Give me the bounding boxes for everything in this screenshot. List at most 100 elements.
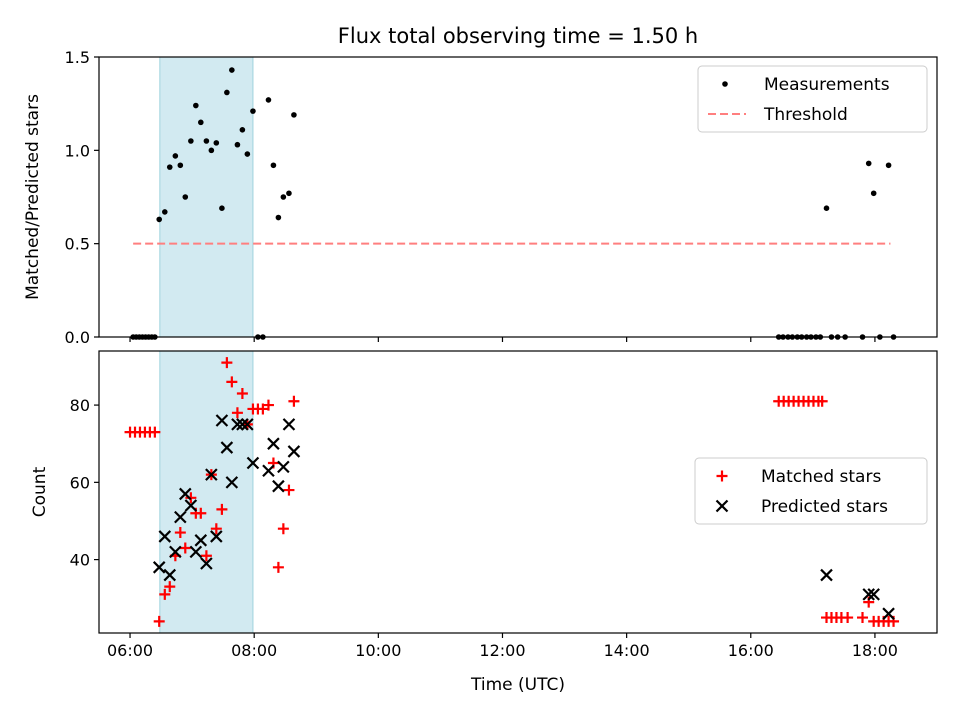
data-point xyxy=(262,399,274,411)
axes-frame xyxy=(98,56,938,338)
x-tick-label: 10:00 xyxy=(355,641,401,660)
x-axis-label: Time (UTC) xyxy=(470,675,565,695)
data-point xyxy=(189,545,203,559)
bottom-plot: 06:00 08:00 10:00 12:00 14:00 16:00 18:00 40 60 8… xyxy=(30,350,938,695)
data-point xyxy=(210,523,222,535)
data-point xyxy=(291,112,297,118)
series-matched-stars xyxy=(124,357,900,627)
data-point xyxy=(174,510,187,524)
x-tick-label: 18:00 xyxy=(852,641,898,660)
data-point xyxy=(188,138,194,144)
data-point xyxy=(216,503,228,515)
series-predicted-stars xyxy=(152,414,895,620)
data-point xyxy=(275,214,282,221)
data-point xyxy=(239,127,246,133)
data-point xyxy=(277,460,290,474)
data-point xyxy=(277,523,289,535)
legend-label: Measurements xyxy=(764,75,890,95)
y-tick-label: 0.5 xyxy=(65,235,90,254)
observing-window-span xyxy=(159,56,254,338)
data-point xyxy=(224,89,230,96)
data-point xyxy=(234,141,241,148)
data-point xyxy=(842,612,854,624)
data-point xyxy=(200,557,213,570)
data-point xyxy=(194,534,208,547)
data-point xyxy=(213,140,220,146)
y-axis-label: Count xyxy=(30,466,50,517)
legend-marker-icon xyxy=(715,499,729,513)
data-point xyxy=(823,205,830,211)
data-point xyxy=(159,588,171,600)
data-point xyxy=(193,102,199,109)
data-point xyxy=(250,108,256,114)
data-point xyxy=(272,479,285,493)
data-point xyxy=(195,507,207,519)
observing-window-span xyxy=(159,350,254,634)
data-point xyxy=(870,190,877,197)
axes-frame xyxy=(98,350,938,634)
legend: Measurements Threshold xyxy=(697,65,928,133)
data-point xyxy=(149,426,161,438)
y-tick-label: 40 xyxy=(70,551,90,570)
data-point xyxy=(179,487,192,501)
data-point xyxy=(200,550,212,562)
data-point xyxy=(885,162,892,169)
data-point xyxy=(257,403,269,415)
y-tick-label: 0.0 xyxy=(65,328,90,347)
chart-title: Flux total observing time = 1.50 h xyxy=(338,24,698,48)
data-point xyxy=(153,615,165,627)
data-point xyxy=(820,568,833,582)
data-point xyxy=(236,387,248,399)
data-point xyxy=(184,499,198,512)
legend-box xyxy=(694,457,928,525)
data-point xyxy=(215,414,229,427)
legend-label: Threshold xyxy=(763,105,848,125)
x-tick-label: 12:00 xyxy=(479,641,525,660)
data-point xyxy=(282,418,296,431)
data-point xyxy=(862,588,875,601)
data-point xyxy=(182,194,189,200)
data-point xyxy=(286,190,292,197)
data-point xyxy=(865,160,872,167)
x-tick-label: 06:00 xyxy=(107,641,153,660)
data-point xyxy=(174,527,186,539)
legend-marker-icon xyxy=(716,470,728,482)
data-point xyxy=(246,456,260,470)
data-point xyxy=(177,162,184,169)
data-point xyxy=(172,153,179,159)
data-point xyxy=(272,561,284,573)
data-point xyxy=(816,395,828,407)
x-tick-label: 14:00 xyxy=(604,641,650,660)
data-point xyxy=(287,445,301,458)
data-point xyxy=(158,530,172,543)
data-point xyxy=(225,476,239,489)
data-point xyxy=(231,418,244,431)
y-tick-label: 80 xyxy=(70,396,90,415)
data-point xyxy=(244,151,251,157)
data-point xyxy=(283,484,295,496)
data-point xyxy=(857,612,869,624)
data-point xyxy=(166,164,173,170)
data-point xyxy=(203,138,210,144)
data-point xyxy=(270,162,277,169)
data-point xyxy=(152,561,166,574)
legend-label: Predicted stars xyxy=(761,497,888,517)
data-point xyxy=(221,357,233,369)
data-point xyxy=(288,395,300,407)
legend-marker-icon xyxy=(722,81,728,87)
data-point xyxy=(164,581,176,593)
data-point xyxy=(229,67,235,73)
legend: Matched stars Predicted stars xyxy=(694,457,928,525)
data-point xyxy=(156,216,163,223)
data-point xyxy=(265,97,272,103)
data-point xyxy=(205,468,218,481)
data-point xyxy=(163,568,177,582)
data-point xyxy=(220,441,234,454)
top-plot: 0.0 0.5 1.0 1.5 Flux total observing time = … xyxy=(23,24,938,347)
data-point xyxy=(867,588,880,601)
y-tick-label: 1.5 xyxy=(65,48,90,67)
y-tick-label: 1.0 xyxy=(65,141,90,160)
data-point xyxy=(161,209,168,215)
